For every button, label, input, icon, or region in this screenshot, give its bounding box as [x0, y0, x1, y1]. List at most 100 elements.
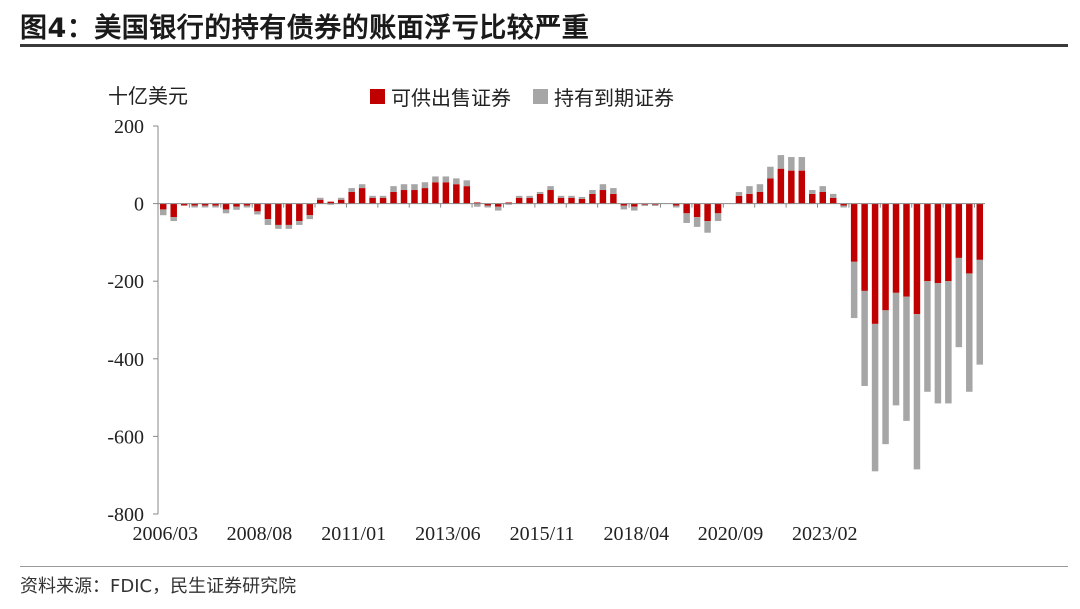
bar-htm [945, 281, 952, 404]
x-tick-label: 2011/01 [321, 523, 386, 545]
bar-htm [882, 310, 889, 445]
bar-htm [788, 157, 795, 171]
bar-htm [599, 184, 607, 191]
bar-afs [610, 193, 617, 204]
bar-afs [892, 203, 900, 293]
bar-afs [254, 203, 261, 212]
bar-afs [788, 170, 795, 204]
bar-afs [735, 195, 743, 204]
bar-afs [934, 203, 942, 284]
bar-afs [599, 190, 607, 204]
bar-afs [442, 182, 450, 204]
bar-afs [672, 203, 680, 206]
bar-afs [945, 203, 952, 282]
bar-htm [191, 205, 198, 208]
bar-afs [369, 197, 376, 204]
bar-htm [411, 184, 418, 191]
bar-afs [819, 191, 826, 204]
bar-afs [903, 203, 910, 297]
y-tick-label: 0 [134, 194, 144, 216]
bar-htm [829, 193, 837, 198]
x-tick-label: 2006/03 [132, 523, 198, 545]
title-divider [20, 44, 1068, 47]
bar-afs [484, 203, 491, 206]
x-tick-label: 2020/09 [698, 523, 764, 545]
bar-htm [568, 195, 575, 198]
bar-afs [358, 188, 366, 204]
bar-htm [850, 261, 858, 319]
bar-afs [547, 190, 554, 204]
bar-htm [861, 290, 868, 386]
bar-afs [201, 203, 209, 206]
bar-afs [714, 203, 722, 214]
bar-htm [913, 314, 921, 470]
bar-afs [693, 203, 701, 218]
bar-afs [976, 203, 984, 260]
bar-afs [955, 203, 963, 258]
bar-afs [474, 202, 481, 204]
bar-htm [589, 190, 596, 194]
bar-afs [212, 203, 219, 206]
bar-htm [819, 186, 826, 192]
legend-item-htm: 持有到期证券 [533, 82, 674, 111]
bar-htm [892, 292, 900, 406]
bar-htm [526, 195, 533, 198]
bar-afs [264, 203, 272, 220]
bar-afs [589, 193, 596, 204]
bar-htm [547, 186, 554, 191]
bar-htm [557, 195, 565, 198]
bar-afs [390, 191, 397, 204]
bar-htm [390, 186, 397, 192]
bar-afs [809, 193, 816, 204]
bar-htm [610, 188, 617, 194]
bar-htm [379, 195, 387, 198]
bar-htm [306, 215, 314, 220]
bar-afs [317, 199, 324, 204]
bar-afs [620, 203, 628, 206]
bar-afs [233, 203, 240, 207]
bar-htm [672, 205, 680, 208]
bar-afs [306, 203, 314, 216]
bar-afs [505, 202, 512, 204]
bar-afs [191, 203, 198, 206]
bar-afs [453, 184, 460, 204]
y-tick-label: 200 [114, 116, 144, 138]
bar-htm [536, 191, 544, 194]
bar-afs [871, 203, 879, 324]
bar-htm [212, 205, 219, 208]
source-note: 资料来源：FDIC，民生证券研究院 [20, 576, 297, 597]
bar-htm [254, 211, 261, 215]
bar-afs [767, 178, 774, 204]
bar-htm [285, 224, 293, 229]
bar-afs [568, 197, 575, 204]
bar-htm [348, 188, 355, 192]
y-axis-unit-label: 十亿美元 [108, 84, 188, 108]
legend-label-htm: 持有到期证券 [554, 86, 674, 110]
bar-afs [536, 193, 544, 204]
bar-afs [243, 203, 251, 206]
bar-htm [432, 176, 439, 183]
bar-htm [903, 296, 910, 421]
legend-label-afs: 可供出售证券 [391, 86, 511, 110]
bar-afs [641, 203, 649, 205]
bar-htm [369, 195, 376, 198]
bar-afs [285, 203, 293, 225]
bar-htm [966, 273, 973, 392]
bar-htm [798, 157, 806, 171]
bar-htm [453, 178, 460, 185]
bar-htm [683, 213, 690, 223]
bar-afs [882, 203, 889, 311]
bar-afs [756, 191, 764, 204]
bar-afs [275, 203, 282, 225]
bar-afs [683, 203, 690, 214]
bar-afs [379, 197, 387, 204]
bar-htm [515, 195, 523, 198]
bar-afs [411, 190, 418, 204]
bar-afs [631, 203, 638, 207]
bar-afs [170, 203, 177, 218]
bar-htm [494, 206, 502, 211]
bar-htm [955, 257, 963, 348]
y-tick-label: -600 [107, 426, 144, 448]
bar-htm [233, 206, 240, 210]
